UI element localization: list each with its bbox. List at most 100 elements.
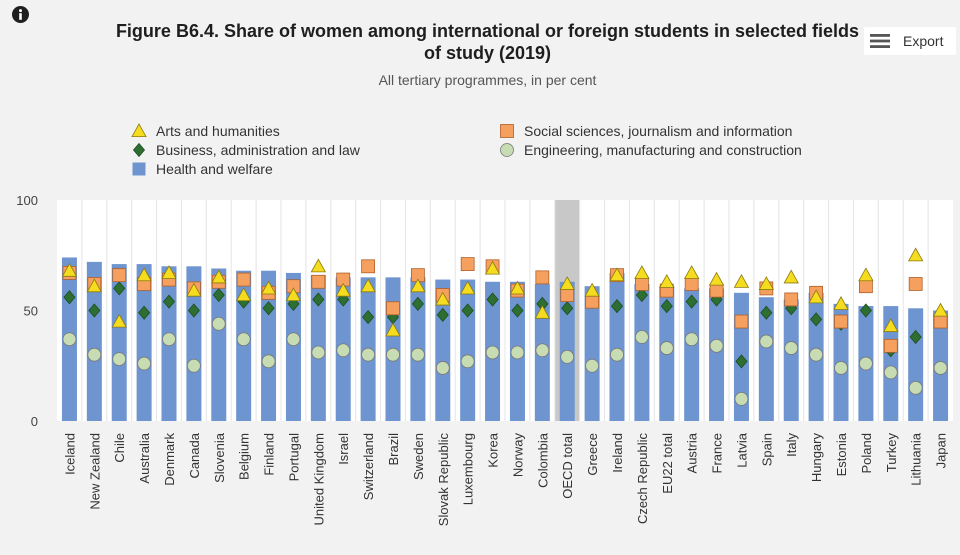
circle-marker: [261, 354, 276, 369]
triangle-marker: [435, 291, 451, 306]
circle-marker: [286, 332, 301, 347]
y-tick-label: 50: [24, 304, 38, 319]
diamond-marker: [610, 298, 624, 314]
circle-marker: [809, 347, 824, 362]
diamond-marker: [312, 292, 325, 307]
x-tick-label: Turkey: [884, 433, 899, 473]
bar-legend-marker: [132, 162, 146, 176]
diamond-marker: [859, 303, 872, 318]
x-tick-label: Czech Republic: [635, 433, 650, 525]
bar: [634, 283, 650, 421]
x-tick-label: Slovak Republic: [436, 433, 451, 527]
export-button[interactable]: Export: [864, 27, 956, 55]
diamond-marker: [635, 287, 648, 303]
bar: [111, 264, 127, 421]
circle-marker: [684, 332, 699, 347]
x-tick-label: OECD total: [560, 433, 575, 499]
square-marker: [311, 274, 326, 289]
triangle-marker: [111, 313, 127, 328]
y-tick-label: 0: [31, 414, 38, 429]
circle-marker: [386, 347, 400, 362]
square-marker: [634, 277, 649, 291]
square-marker: [734, 314, 749, 329]
circle-marker: [759, 334, 774, 349]
x-tick-label: Greece: [585, 433, 600, 476]
diamond-marker: [760, 305, 773, 320]
triangle-marker: [186, 282, 202, 297]
hamburger-menu-icon: [870, 34, 890, 48]
triangle-marker: [136, 267, 152, 282]
square-marker: [236, 272, 251, 287]
x-tick-label: Slovenia: [212, 432, 227, 483]
circle-marker: [535, 343, 550, 358]
x-tick-label: United Kingdom: [311, 433, 326, 526]
diamond-marker: [262, 301, 275, 316]
x-tick-label: Chile: [112, 433, 127, 463]
triangle-legend-marker: [131, 123, 147, 138]
bar: [883, 306, 899, 421]
diamond-marker: [436, 307, 449, 323]
x-tick-label: Austria: [685, 432, 700, 473]
circle-marker: [610, 347, 624, 362]
diamond-marker: [461, 303, 474, 318]
circle-marker: [510, 345, 525, 360]
square-marker: [933, 314, 948, 329]
diamond-marker: [810, 312, 823, 327]
bar: [709, 288, 725, 421]
circle-marker: [460, 354, 475, 369]
circle-marker: [908, 380, 923, 395]
legend-item-social-sciences-journalism-and-information: Social sciences, journalism and informat…: [500, 123, 792, 139]
x-tick-label: Ireland: [610, 433, 625, 473]
legend-item-business-administration-and-law: Business, administration and law: [132, 142, 361, 158]
x-tick-label: Norway: [510, 433, 525, 478]
triangle-marker: [907, 247, 924, 262]
bar: [285, 272, 301, 421]
triangle-marker: [360, 278, 376, 293]
square-marker: [535, 270, 550, 285]
triangle-marker: [559, 276, 575, 290]
diamond-marker: [212, 287, 225, 303]
x-tick-label: Hungary: [809, 433, 824, 483]
square-marker: [883, 338, 898, 353]
diamond-marker: [88, 303, 101, 318]
square-marker: [684, 277, 699, 291]
x-tick-label: Belgium: [237, 433, 252, 480]
square-marker: [386, 301, 400, 316]
x-tick-label: Lithuania: [909, 432, 924, 486]
square-marker: [858, 279, 873, 294]
triangle-marker: [758, 276, 775, 290]
x-tick-label: France: [710, 433, 725, 473]
triangle-marker: [808, 289, 824, 304]
x-tick-label: Denmark: [162, 433, 177, 486]
diamond-marker: [660, 298, 673, 314]
bar: [908, 308, 924, 421]
bar: [783, 299, 799, 421]
triangle-marker: [858, 267, 874, 282]
square-marker: [709, 283, 724, 298]
circle-marker: [784, 341, 799, 355]
bar: [684, 288, 700, 421]
circle-marker: [634, 330, 649, 344]
square-marker: [361, 259, 376, 274]
diamond-marker: [909, 329, 922, 345]
x-tick-label: Canada: [187, 432, 202, 478]
diamond-marker: [362, 310, 375, 325]
bar: [609, 272, 625, 421]
triangle-marker: [459, 280, 476, 295]
circle-marker: [361, 347, 376, 362]
diamond-marker: [486, 292, 499, 307]
circle-marker: [883, 365, 898, 380]
triangle-marker: [534, 304, 551, 319]
triangle-marker: [683, 265, 700, 279]
square-marker: [460, 257, 475, 271]
legend-item-engineering-manufacturing-and-construction: Engineering, manufacturing and construct…: [500, 142, 802, 158]
bar: [758, 297, 774, 421]
circle-marker: [162, 332, 176, 347]
x-tick-label: Switzerland: [361, 433, 376, 500]
triangle-marker: [385, 322, 401, 337]
info-icon[interactable]: [12, 6, 29, 23]
circle-marker: [435, 361, 450, 375]
triangle-marker: [211, 269, 227, 284]
x-tick-label: New Zealand: [87, 433, 102, 510]
